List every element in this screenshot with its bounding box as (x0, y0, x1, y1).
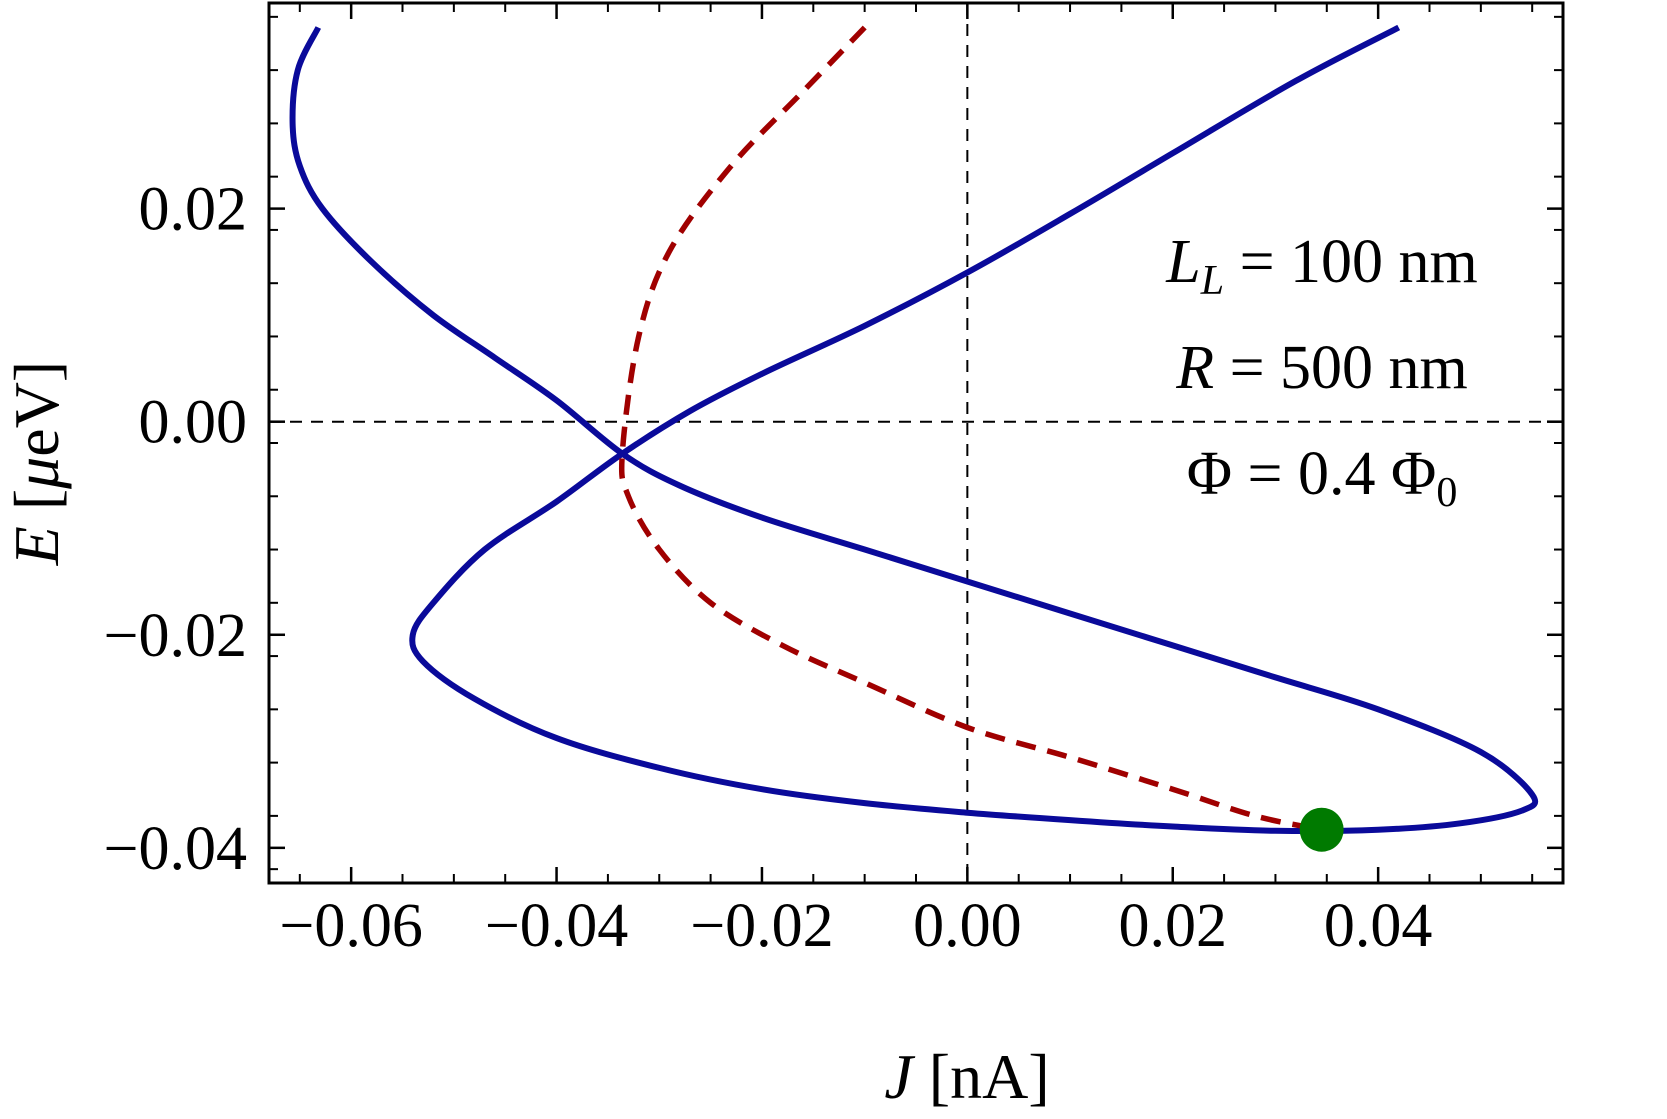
annotation-radius: R = 500 nm (1175, 334, 1468, 402)
y-tick-label: −0.02 (104, 602, 247, 670)
axes (267, 1, 1565, 885)
data-point-marker (1299, 807, 1344, 852)
plot-area (269, 3, 1563, 883)
annotation-length: LL = 100 nm (1165, 228, 1478, 304)
x-tick-label: 0.00 (913, 892, 1022, 960)
tick-labels: −0.06 −0.04 −0.02 0.00 0.02 0.04 0.02 0.00 −0.02… (104, 176, 1433, 960)
x-tick-label: −0.04 (485, 892, 628, 960)
series-line-dashed (618, 25, 1323, 833)
x-tick-label: 0.04 (1324, 892, 1433, 960)
x-tick-label: −0.06 (279, 892, 422, 960)
annotation-flux: Φ = 0.4 Φ0 (1187, 440, 1458, 516)
y-tick-label: 0.00 (139, 389, 248, 457)
x-tick-label: 0.02 (1118, 892, 1227, 960)
y-axis-label: E [μeV] (1, 361, 72, 566)
annotations: LL = 100 nm R = 500 nm Φ = 0.4 Φ0 (1165, 228, 1478, 516)
y-tick-label: 0.02 (139, 176, 248, 244)
x-axis-label: J [nA] (884, 1041, 1049, 1112)
x-tick-label: −0.02 (690, 892, 833, 960)
series-line-solid (289, 24, 1539, 835)
y-tick-label: −0.04 (104, 815, 247, 883)
